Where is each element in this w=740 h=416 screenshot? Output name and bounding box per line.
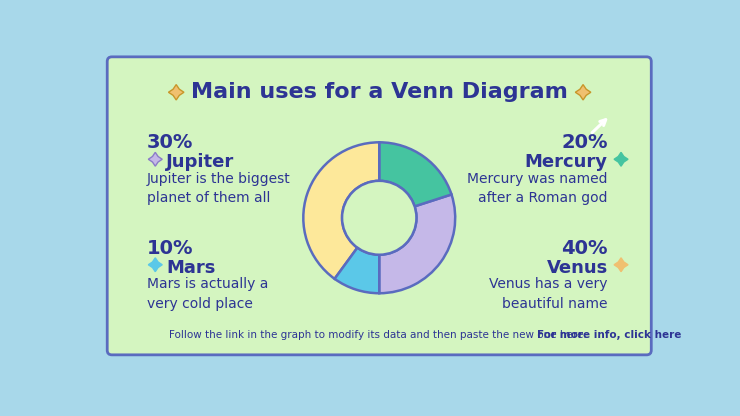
Polygon shape: [614, 258, 628, 272]
Text: Jupiter: Jupiter: [166, 153, 235, 171]
Text: Mercury was named
after a Roman god: Mercury was named after a Roman god: [468, 171, 608, 205]
Wedge shape: [380, 194, 455, 293]
Text: 30%: 30%: [147, 133, 193, 152]
Polygon shape: [614, 152, 628, 166]
Text: For more info, click here: For more info, click here: [537, 330, 682, 340]
Text: Jupiter is the biggest
planet of them all: Jupiter is the biggest planet of them al…: [147, 171, 291, 205]
Text: Venus has a very
beautiful name: Venus has a very beautiful name: [489, 277, 608, 311]
Wedge shape: [380, 142, 451, 206]
Polygon shape: [148, 152, 162, 166]
Text: 40%: 40%: [562, 238, 608, 258]
FancyBboxPatch shape: [107, 57, 651, 355]
Wedge shape: [303, 142, 380, 279]
Text: Mars is actually a
very cold place: Mars is actually a very cold place: [147, 277, 268, 311]
Text: Mars: Mars: [166, 259, 215, 277]
Polygon shape: [575, 84, 591, 100]
Polygon shape: [169, 84, 184, 100]
Text: Main uses for a Venn Diagram: Main uses for a Venn Diagram: [191, 82, 568, 102]
Text: Mercury: Mercury: [525, 153, 608, 171]
Text: Venus: Venus: [547, 259, 608, 277]
Polygon shape: [148, 258, 162, 272]
Text: Follow the link in the graph to modify its data and then paste the new one here.: Follow the link in the graph to modify i…: [169, 330, 590, 340]
Text: 10%: 10%: [147, 238, 193, 258]
Text: 20%: 20%: [562, 133, 608, 152]
Wedge shape: [334, 248, 380, 293]
Circle shape: [342, 181, 417, 255]
